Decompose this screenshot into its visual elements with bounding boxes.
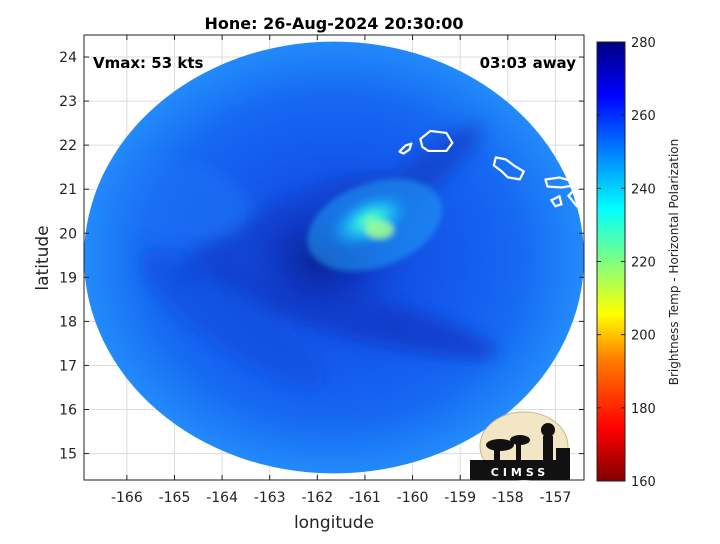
y-tick-label: 23 [59, 94, 77, 110]
x-tick-label: -163 [254, 490, 286, 506]
logo-text: CIMSS [491, 466, 549, 479]
y-tick-label: 20 [59, 226, 77, 242]
y-tick-label: 24 [59, 50, 77, 66]
colorbar-tick-label: 280 [631, 36, 656, 51]
chart-title: Hone: 26-Aug-2024 20:30:00 [204, 14, 463, 33]
island-outline [419, 129, 454, 153]
plot-border [83, 34, 585, 481]
x-tick-label: -159 [444, 490, 476, 506]
vmax-annotation: Vmax: 53 kts [93, 54, 203, 72]
y-tick-label: 19 [59, 270, 77, 286]
colorbar-gradient [596, 41, 626, 482]
colorbar-tick-label: 180 [631, 402, 656, 417]
x-tick-label: -162 [301, 490, 333, 506]
island-outline [398, 142, 413, 155]
cimss-logo: CIMSS [470, 411, 570, 481]
x-tick-label: -164 [206, 490, 238, 506]
y-tick-label: 17 [59, 358, 77, 374]
colorbar-tick-label: 160 [631, 475, 656, 490]
x-tick-label: -161 [349, 490, 381, 506]
y-tick-label: 21 [59, 182, 77, 198]
island-outline [492, 156, 525, 181]
island-outline [567, 188, 584, 208]
coastlines [398, 129, 584, 208]
colorbar-tick-label: 220 [631, 256, 656, 271]
x-ticks: -166 -165 -164 -163 -162 -161 -160 -159 -158 -157 [111, 35, 571, 506]
colorbar-label: Brightness Temp - Horizontal Polarizatio… [667, 139, 681, 386]
x-tick-label: -166 [111, 490, 143, 506]
island-outline [544, 176, 575, 189]
y-ticks: 15 16 17 18 19 20 21 22 23 24 [59, 50, 584, 463]
y-tick-label: 15 [59, 447, 77, 463]
x-tick-label: -158 [492, 490, 524, 506]
time-away-annotation: 03:03 away [480, 54, 577, 72]
y-axis-label: latitude [33, 225, 53, 290]
colorbar: 160 180 200 220 240 260 280 Brightness Temp - … [596, 36, 681, 490]
colorbar-tick-label: 240 [631, 182, 656, 197]
x-tick-label: -165 [159, 490, 191, 506]
x-tick-label: -160 [397, 490, 429, 506]
swath-image [84, 41, 584, 474]
y-tick-label: 18 [59, 314, 77, 330]
y-tick-label: 22 [59, 138, 77, 154]
x-axis-label: longitude [294, 513, 374, 533]
x-tick-label: -157 [540, 490, 572, 506]
y-tick-label: 16 [59, 403, 77, 419]
colorbar-tick-label: 260 [631, 109, 656, 124]
swath-edge [84, 41, 584, 474]
colorbar-tick-label: 200 [631, 329, 656, 344]
island-outline [549, 194, 563, 208]
colorbar-ticks: 160 180 200 220 240 260 280 [597, 36, 656, 490]
